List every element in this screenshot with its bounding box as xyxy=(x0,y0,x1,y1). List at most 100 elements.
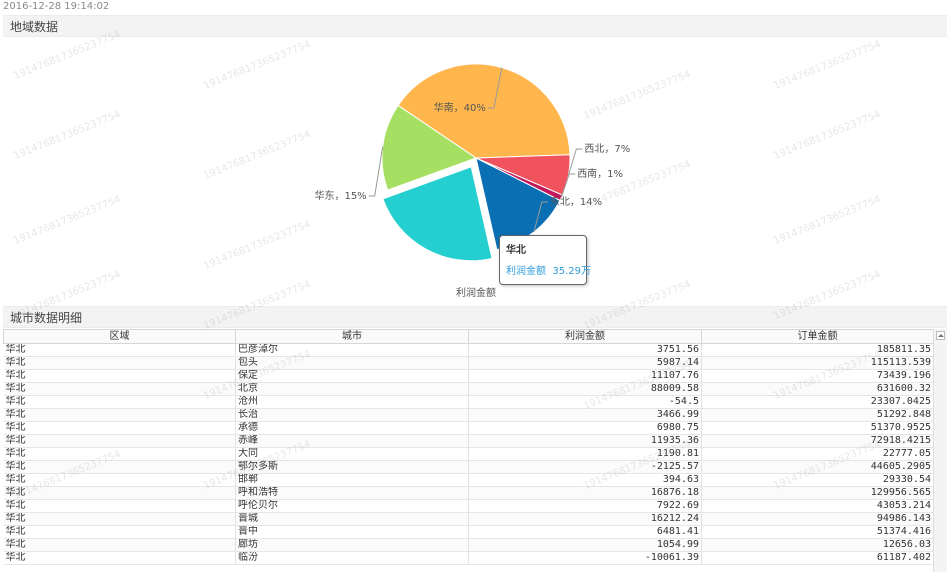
cell-order-amount: 72918.4215 xyxy=(701,434,933,448)
table-row[interactable]: 华北 呼和浩特 16876.18 129956.565 xyxy=(3,486,933,500)
cell-region: 华北 xyxy=(3,408,236,422)
cell-profit: 394.63 xyxy=(468,473,702,487)
cell-profit: -54.5 xyxy=(468,395,702,409)
cell-profit: 16212.24 xyxy=(468,512,702,526)
column-header-profit[interactable]: 利润金额 xyxy=(468,329,702,344)
cell-order-amount: 73439.196 xyxy=(701,369,933,383)
cell-city: 廊坊 xyxy=(235,538,469,552)
cell-region: 华北 xyxy=(3,447,236,461)
cell-region: 华北 xyxy=(3,499,236,513)
label-leader-line xyxy=(533,201,548,233)
cell-profit: 1054.99 xyxy=(468,538,702,552)
label-leader-line xyxy=(567,148,583,176)
cell-order-amount: 23307.0425 xyxy=(701,395,933,409)
table-header-row: 区域 城市 利润金额 订单金额 xyxy=(3,329,933,344)
cell-profit: 3751.56 xyxy=(468,343,702,357)
section-title: 地域数据 xyxy=(10,20,59,34)
pie-chart: 华南，40% 西北，7% 西南，1% 东北，14% 华东，15% 利润金额 xyxy=(314,63,630,299)
cell-profit: 6481.41 xyxy=(468,525,702,539)
table-row[interactable]: 华北 长治 3466.99 51292.848 xyxy=(3,408,933,422)
cell-order-amount: 94986.143 xyxy=(701,512,933,526)
pie-series-caption: 利润金额 xyxy=(456,286,496,299)
pie-slice-5[interactable] xyxy=(381,104,478,191)
cell-city: 呼伦贝尔 xyxy=(235,499,469,513)
cell-profit: 11935.36 xyxy=(468,434,702,448)
section-header-region-data: 地域数据 xyxy=(3,15,947,37)
cell-order-amount: 51370.9525 xyxy=(701,421,933,435)
cell-order-amount: 631600.32 xyxy=(701,382,933,396)
tooltip-label: 利润金额 xyxy=(506,266,546,277)
table-row[interactable]: 华北 赤峰 11935.36 72918.4215 xyxy=(3,434,933,448)
table-row[interactable]: 华北 邯郸 394.63 29330.54 xyxy=(3,473,933,487)
table-row[interactable]: 华北 晋中 6481.41 51374.416 xyxy=(3,525,933,539)
table-row[interactable]: 华北 包头 5987.14 115113.539 xyxy=(3,356,933,370)
table-row[interactable]: 华北 临汾 -10061.39 61187.402 xyxy=(3,551,933,565)
cell-profit: 88009.58 xyxy=(468,382,702,396)
table-row[interactable]: 华北 大同 1190.81 22777.05 xyxy=(3,447,933,461)
cell-city: 晋城 xyxy=(235,512,469,526)
cell-city: 鄂尔多斯 xyxy=(235,460,469,474)
slice-label: 华南，40% xyxy=(434,101,486,114)
chart-tooltip: 华北 利润金额 35.29万 xyxy=(499,235,591,285)
cell-region: 华北 xyxy=(3,551,236,565)
tooltip-row: 利润金额 35.29万 xyxy=(506,262,591,277)
cell-order-amount: 43053.214 xyxy=(701,499,933,513)
column-header-region[interactable]: 区域 xyxy=(3,329,236,344)
table-scrollbar[interactable] xyxy=(933,329,947,572)
cell-city: 北京 xyxy=(235,382,469,396)
table-row[interactable]: 华北 鄂尔多斯 -2125.57 44605.2905 xyxy=(3,460,933,474)
pie-slice-4[interactable] xyxy=(382,166,493,262)
cell-profit: 16876.18 xyxy=(468,486,702,500)
cell-order-amount: 185811.35 xyxy=(701,343,933,357)
table-row[interactable]: 华北 保定 11107.76 73439.196 xyxy=(3,369,933,383)
table-row[interactable]: 华北 巴彦淖尔 3751.56 185811.35 xyxy=(3,343,933,357)
slice-label: 西北，7% xyxy=(584,143,630,155)
section-title: 城市数据明细 xyxy=(10,311,83,325)
cell-profit: 6980.75 xyxy=(468,421,702,435)
cell-profit: 7922.69 xyxy=(468,499,702,513)
table-row[interactable]: 华北 北京 88009.58 631600.32 xyxy=(3,382,933,396)
table-row[interactable]: 华北 廊坊 1054.99 12656.03 xyxy=(3,538,933,552)
cell-region: 华北 xyxy=(3,512,236,526)
cell-city: 呼和浩特 xyxy=(235,486,469,500)
table-row[interactable]: 华北 承德 6980.75 51370.9525 xyxy=(3,421,933,435)
cell-region: 华北 xyxy=(3,421,236,435)
cell-city: 包头 xyxy=(235,356,469,370)
section-header-city-detail: 城市数据明细 xyxy=(3,306,947,328)
slice-label: 西南，1% xyxy=(577,167,623,180)
scroll-up-arrow-icon[interactable] xyxy=(936,331,945,340)
cell-profit: -2125.57 xyxy=(468,460,702,474)
cell-city: 承德 xyxy=(235,421,469,435)
slice-label: 华东，15% xyxy=(314,189,366,202)
cell-profit: 1190.81 xyxy=(468,447,702,461)
tooltip-title: 华北 xyxy=(506,245,526,256)
cell-order-amount: 61187.402 xyxy=(701,551,933,565)
cell-profit: -10061.39 xyxy=(468,551,702,565)
cell-order-amount: 129956.565 xyxy=(701,486,933,500)
column-header-order-amount[interactable]: 订单金额 xyxy=(701,329,933,344)
cell-city: 晋中 xyxy=(235,525,469,539)
label-leader-line xyxy=(368,146,384,197)
cell-order-amount: 44605.2905 xyxy=(701,460,933,474)
cell-city: 大同 xyxy=(235,447,469,461)
table-row[interactable]: 华北 呼伦贝尔 7922.69 43053.214 xyxy=(3,499,933,513)
slice-label: 东北，14% xyxy=(550,195,602,208)
cell-region: 华北 xyxy=(3,382,236,396)
cell-city: 保定 xyxy=(235,369,469,383)
table-row[interactable]: 华北 晋城 16212.24 94986.143 xyxy=(3,512,933,526)
cell-order-amount: 51292.848 xyxy=(701,408,933,422)
cell-order-amount: 12656.03 xyxy=(701,538,933,552)
label-leader-line xyxy=(487,67,503,109)
cell-order-amount: 22777.05 xyxy=(701,447,933,461)
cell-region: 华北 xyxy=(3,473,236,487)
column-header-city[interactable]: 城市 xyxy=(235,329,469,344)
cell-region: 华北 xyxy=(3,434,236,448)
table-row[interactable]: 华北 沧州 -54.5 23307.0425 xyxy=(3,395,933,409)
timestamp: 2016-12-28 19:14:02 xyxy=(3,1,110,12)
pie-slice-0[interactable] xyxy=(397,63,571,159)
city-data-table: 区域 城市 利润金额 订单金额 华北 巴彦淖尔 3751.56 185811.35 华北… xyxy=(3,329,933,572)
cell-region: 华北 xyxy=(3,356,236,370)
cell-profit: 3466.99 xyxy=(468,408,702,422)
tooltip-value: 35.29万 xyxy=(552,266,591,277)
cell-region: 华北 xyxy=(3,369,236,383)
